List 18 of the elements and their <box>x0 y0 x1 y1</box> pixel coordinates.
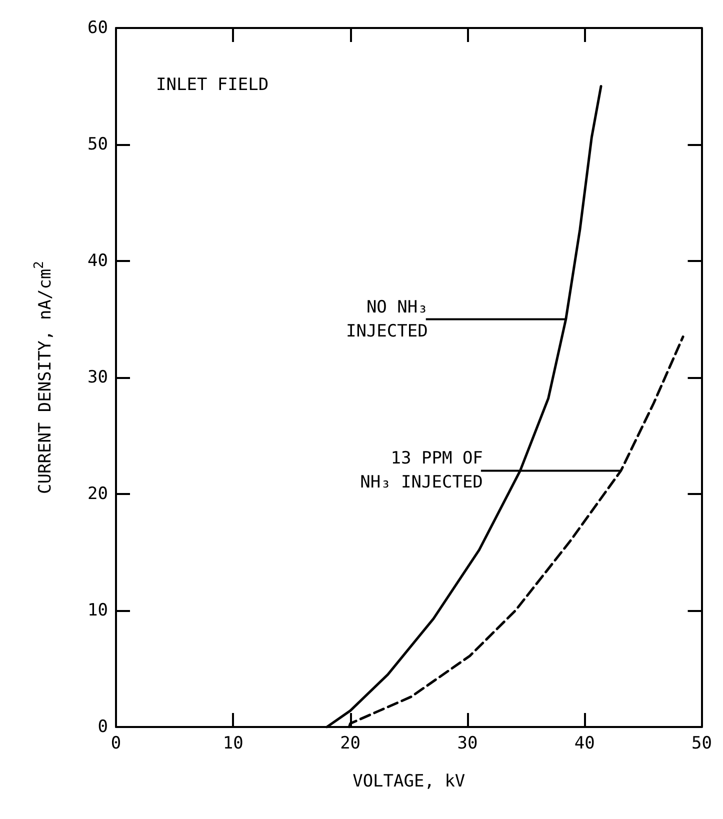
annotation: NO NH₃ INJECTED <box>346 297 428 342</box>
x-tick-label: 50 <box>692 734 712 754</box>
y-tick-label: 20 <box>88 484 108 504</box>
y-tick-label: 10 <box>88 600 108 620</box>
annotation: INLET FIELD <box>156 75 269 95</box>
x-tick-label: 10 <box>222 734 244 754</box>
x-tick-label: 20 <box>340 734 361 754</box>
x-tick-label: 40 <box>574 734 595 754</box>
y-tick-label: 30 <box>88 368 108 388</box>
y-tick-label: 60 <box>88 18 108 38</box>
y-tick-label: 0 <box>98 717 108 737</box>
x-tick-label: 30 <box>457 734 478 754</box>
annotation: 13 PPM OF NH₃ INJECTED <box>360 448 483 493</box>
y-tick-label: 40 <box>88 251 108 271</box>
y-tick-label: 50 <box>88 134 108 154</box>
y-axis-title: CURRENT DENSITY, nA/cm2 <box>32 261 56 494</box>
x-axis-title: VOLTAGE, kV <box>352 772 466 792</box>
x-tick-label: 0 <box>110 734 122 754</box>
